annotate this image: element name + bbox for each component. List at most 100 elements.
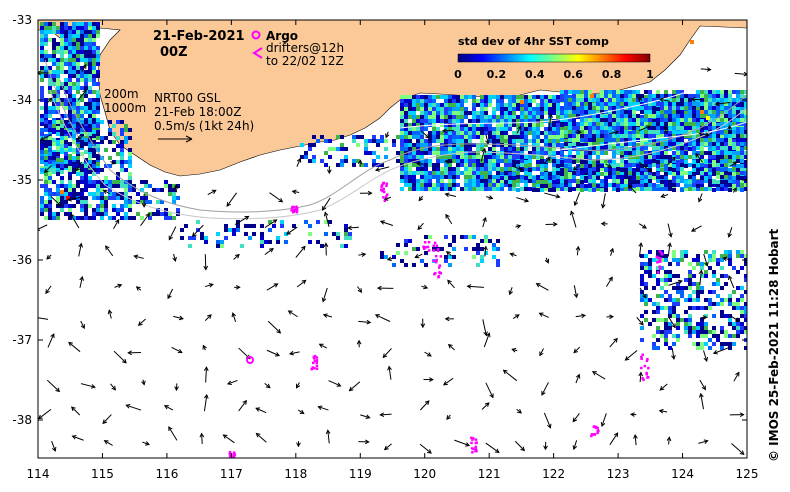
contour-label-200m: 200m: [104, 87, 139, 101]
drifter-point: [471, 451, 474, 454]
drifter-point: [659, 257, 662, 260]
map-plot-area: [38, 20, 747, 463]
scale-arrow: [158, 135, 193, 143]
lon-tick-label: 119: [349, 467, 372, 481]
drifter-point: [426, 245, 430, 249]
drifter-point: [315, 364, 319, 368]
drifter-point: [295, 205, 298, 209]
drifter-point: [657, 260, 660, 264]
drifter-point: [655, 255, 659, 259]
lon-tick-label: 125: [736, 467, 759, 481]
drifters-legend-line-1: drifters@12h: [266, 41, 344, 55]
drifter-point: [385, 184, 388, 188]
drifter-point: [658, 250, 662, 253]
current-source-label: NRT00 GSL: [154, 91, 221, 105]
drifter-point: [423, 241, 427, 244]
drifter-point: [645, 373, 648, 376]
contour-1000m: [49, 89, 747, 220]
colorbar-tick-label: 0.8: [602, 68, 622, 81]
drifter-point: [658, 259, 661, 262]
argo-float: [246, 356, 254, 364]
drifter-point: [658, 267, 662, 270]
drifter-point: [295, 210, 299, 214]
drifter-point: [228, 454, 232, 458]
drifter-point: [315, 356, 319, 359]
drifter-point: [646, 358, 649, 361]
argo-legend-label: Argo: [266, 29, 298, 43]
coast-current-line: [399, 69, 747, 129]
drifter-point: [596, 426, 599, 430]
drifter-point: [436, 248, 440, 251]
lat-tick-label: -35: [12, 173, 32, 187]
drifter-point: [229, 459, 232, 462]
drifter-point: [380, 188, 383, 192]
drifter-point: [229, 460, 232, 463]
drifter-point: [424, 246, 427, 249]
drifter-point: [438, 264, 442, 267]
drifter-point: [593, 433, 597, 436]
current-time-label: 21-Feb 18:00Z: [154, 105, 241, 119]
drifter-point: [474, 448, 478, 451]
drifter-point: [470, 447, 474, 450]
drifter-point: [646, 375, 650, 379]
drifter-point: [385, 193, 389, 196]
drifters-legend-line-2: to 22/02 12Z: [266, 54, 344, 68]
sst-std-dev-data: [40, 22, 747, 350]
drifter-point: [640, 355, 643, 359]
lat-tick-label: -38: [12, 413, 32, 427]
drifter-point: [645, 359, 649, 363]
lon-tick-label: 118: [284, 467, 307, 481]
credit-text: © IMOS 25-Feb-2021 11:28 Hobart: [767, 228, 781, 462]
lat-tick-label: -34: [12, 93, 32, 107]
drifter-point: [437, 266, 441, 269]
drifter-point: [232, 455, 236, 458]
drifter-point: [292, 209, 295, 213]
drifter-point: [436, 249, 440, 253]
drifter-point: [232, 451, 236, 454]
drifter-point: [292, 206, 296, 209]
colorbar-tick-label: 0.4: [525, 68, 545, 81]
drifter-point: [422, 245, 425, 249]
drifter-point: [435, 260, 438, 264]
drifter-point: [382, 196, 385, 199]
drifter-point: [435, 258, 438, 262]
drifter-point: [383, 199, 387, 203]
drifter-point: [313, 366, 316, 370]
drifter-point: [472, 447, 475, 451]
drifter-point: [594, 426, 598, 429]
drifter-point: [382, 181, 386, 185]
drifter-point: [290, 209, 293, 212]
drifter-point: [439, 271, 442, 275]
lon-tick-label: 114: [27, 467, 50, 481]
drifter-point: [470, 436, 473, 440]
drifter-point: [382, 187, 385, 191]
lon-tick-label: 124: [671, 467, 694, 481]
drifter-point: [647, 366, 650, 370]
drifter-point: [641, 353, 644, 357]
drifter-point: [658, 265, 662, 268]
colorbar-tick-label: 0: [454, 68, 462, 81]
lon-tick-label: 121: [478, 467, 501, 481]
scale-label: 0.5m/s (1kt 24h): [154, 119, 254, 133]
drifter-point: [471, 438, 474, 441]
drifter-point: [596, 431, 599, 435]
lon-tick-label: 122: [542, 467, 565, 481]
drifter-point: [433, 241, 437, 245]
drifter-tracks: [228, 181, 664, 463]
colorbar-tick-label: 1: [646, 68, 654, 81]
drifter-point: [656, 256, 660, 259]
lon-tick-label: 117: [220, 467, 243, 481]
drifter-point: [228, 452, 232, 455]
drifter-point: [434, 254, 438, 258]
drifter-point: [433, 272, 436, 276]
date-line-2: 00Z: [160, 45, 188, 60]
plot-frame: [37, 19, 748, 459]
drifter-point: [422, 247, 426, 250]
drifter-point: [474, 438, 478, 441]
lat-tick-label: -33: [12, 13, 32, 27]
drifter-point: [642, 378, 645, 382]
lon-tick-label: 115: [91, 467, 114, 481]
drifter-point: [432, 244, 436, 247]
drifter-point: [643, 364, 647, 368]
